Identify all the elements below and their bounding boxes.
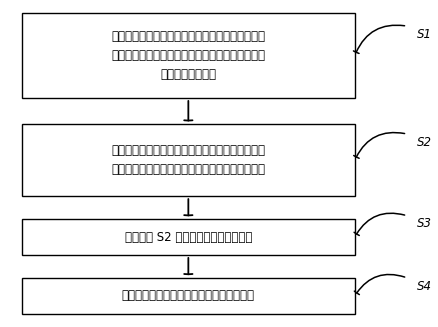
Text: 回到前一圈的出发点，在封闭空间里向内移动一个
距离，开始新的一圈，该距离是扫地机器人主体的: 回到前一圈的出发点，在封闭空间里向内移动一个 距离，开始新的一圈，该距离是扫地机…	[111, 144, 265, 176]
Text: 重复步骤 S2 直到行走圈数达到预判值: 重复步骤 S2 直到行走圈数达到预判值	[125, 231, 252, 244]
Text: S1: S1	[417, 28, 432, 41]
Bar	[22, 13, 355, 98]
Text: 扫地机器人从墙边固定充电插座的位置出发，伸出
触杆摸着封闭区间的墙走一圈，若碰到障碍物则绕
着障碍物的边缘走: 扫地机器人从墙边固定充电插座的位置出发，伸出 触杆摸着封闭区间的墙走一圈，若碰到…	[111, 30, 265, 81]
Text: S4: S4	[417, 280, 432, 293]
Text: S3: S3	[417, 217, 432, 231]
Bar	[22, 219, 355, 255]
Text: 接收充电插座发出的信号，并直线返回充电: 接收充电插座发出的信号，并直线返回充电	[122, 289, 255, 302]
Bar	[22, 124, 355, 196]
Text: S2: S2	[417, 136, 432, 149]
Bar	[22, 278, 355, 314]
